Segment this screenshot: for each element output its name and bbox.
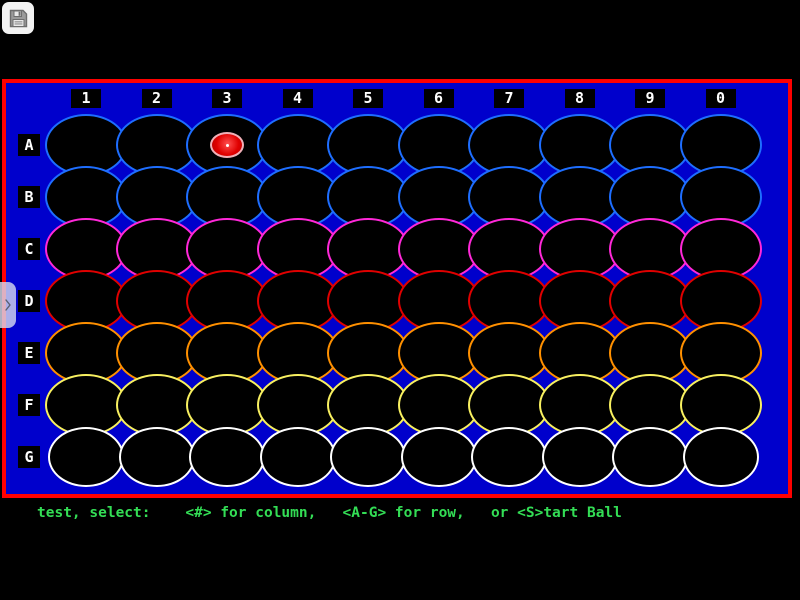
- board-cell-C0[interactable]: [679, 218, 762, 280]
- board-cell-G6[interactable]: [400, 427, 477, 487]
- board-cell-G1[interactable]: [48, 427, 124, 487]
- column-label-0[interactable]: 0: [705, 89, 736, 108]
- panel-expand-handle[interactable]: [0, 282, 16, 328]
- row-label-B[interactable]: B: [18, 186, 40, 208]
- column-label-3[interactable]: 3: [212, 89, 242, 108]
- row-label-A[interactable]: A: [18, 134, 40, 156]
- column-label-9[interactable]: 9: [635, 89, 665, 108]
- column-label-8[interactable]: 8: [564, 89, 595, 108]
- ball-highlight: [226, 144, 229, 147]
- ball[interactable]: [210, 132, 244, 158]
- row-label-D[interactable]: D: [18, 290, 40, 312]
- row-label-E[interactable]: E: [18, 342, 40, 364]
- board-cell-G0[interactable]: [682, 427, 759, 487]
- board-cell-G7[interactable]: [471, 427, 547, 487]
- column-label-6[interactable]: 6: [423, 89, 454, 108]
- board-cell-C4[interactable]: [256, 218, 339, 280]
- board-cell-B5[interactable]: [327, 166, 409, 228]
- board-cell-B4[interactable]: [256, 166, 339, 228]
- board-cell-B0[interactable]: [679, 166, 762, 228]
- board-cell-E8[interactable]: [538, 322, 621, 384]
- board-cell-A7[interactable]: [468, 114, 550, 176]
- board-cell-G8[interactable]: [541, 427, 618, 487]
- board-cell-G4[interactable]: [259, 427, 336, 487]
- board-cell-G9[interactable]: [612, 427, 688, 487]
- column-label-4[interactable]: 4: [282, 89, 313, 108]
- row-label-C[interactable]: C: [18, 238, 40, 260]
- column-label-2[interactable]: 2: [141, 89, 172, 108]
- column-label-5[interactable]: 5: [353, 89, 383, 108]
- board-cell-D2[interactable]: [115, 270, 198, 332]
- board-cell-D9[interactable]: [609, 270, 691, 332]
- board-cell-F5[interactable]: [327, 374, 409, 436]
- chevron-right-icon: [4, 298, 12, 312]
- board-cell-D0[interactable]: [679, 270, 762, 332]
- status-bar: test, select: <#> for column, <A-G> for …: [0, 500, 800, 526]
- board-cell-B2[interactable]: [115, 166, 198, 228]
- save-button[interactable]: [2, 2, 34, 34]
- board-cell-A6[interactable]: [397, 114, 480, 176]
- board-cell-C7[interactable]: [468, 218, 550, 280]
- board-cell-G5[interactable]: [330, 427, 406, 487]
- board-cell-F3[interactable]: [186, 374, 268, 436]
- board-cell-E1[interactable]: [45, 322, 127, 384]
- board-cell-A9[interactable]: [609, 114, 691, 176]
- column-label-7[interactable]: 7: [494, 89, 524, 108]
- row-label-G[interactable]: G: [18, 446, 40, 468]
- board-cell-E6[interactable]: [397, 322, 480, 384]
- board-cell-D1[interactable]: [45, 270, 127, 332]
- floppy-save-icon: [9, 9, 28, 28]
- board-cell-F9[interactable]: [609, 374, 691, 436]
- board-cell-F0[interactable]: [679, 374, 762, 436]
- game-board-frame: 1 2 3 4 5 6 7 8 9 0 A B C D E F G: [2, 79, 792, 498]
- column-label-1[interactable]: 1: [71, 89, 101, 108]
- board-cell-G2[interactable]: [118, 427, 195, 487]
- board-cell-G3[interactable]: [189, 427, 265, 487]
- board-cell-D6[interactable]: [397, 270, 480, 332]
- board-cell-B1[interactable]: [45, 166, 127, 228]
- playfield[interactable]: 1 2 3 4 5 6 7 8 9 0 A B C D E F G: [6, 83, 788, 494]
- row-label-F[interactable]: F: [18, 394, 40, 416]
